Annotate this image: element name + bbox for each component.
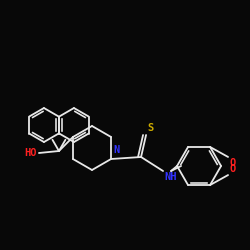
- Text: NH: NH: [164, 172, 176, 182]
- Text: S: S: [147, 123, 153, 133]
- Text: HO: HO: [24, 148, 37, 158]
- Text: O: O: [229, 164, 235, 174]
- Text: N: N: [113, 145, 119, 155]
- Text: O: O: [229, 158, 235, 168]
